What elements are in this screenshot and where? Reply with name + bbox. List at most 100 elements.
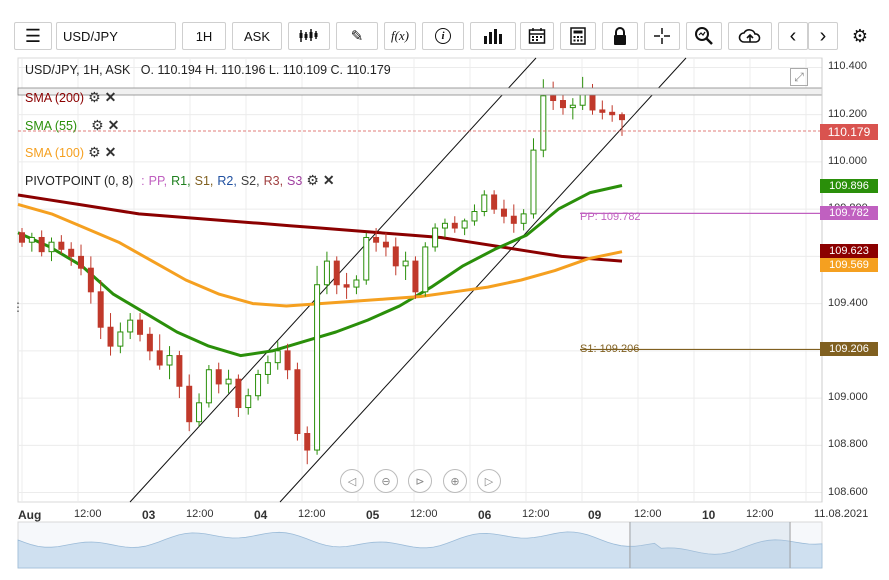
x-tick-label: 12:00	[634, 508, 662, 520]
y-tick-label: 109.000	[828, 391, 868, 404]
menu-icon: ☰	[24, 25, 42, 46]
close-icon[interactable]: ✕	[107, 117, 120, 133]
candle-body	[97, 291, 104, 328]
y-tick-label: 108.600	[828, 485, 868, 498]
volume-button[interactable]	[470, 22, 516, 50]
candle-body	[314, 284, 321, 451]
candle-body	[422, 246, 429, 293]
candle-body	[205, 369, 212, 404]
pivot-item-r1: R1,	[171, 173, 191, 188]
crosshair-button[interactable]	[644, 22, 680, 50]
gear-icon[interactable]: ⚙	[88, 89, 101, 105]
candle-body	[186, 385, 193, 423]
candle-body	[28, 236, 35, 243]
price-label: 109.623	[820, 243, 878, 258]
y-tick-label: 110.400	[828, 60, 867, 73]
chart-grid	[18, 58, 822, 502]
candle-body	[491, 194, 498, 210]
candle-body	[166, 355, 173, 366]
function-icon: f(x)	[390, 28, 410, 43]
candle-body	[520, 213, 527, 224]
nav-left-button[interactable]: ◁	[340, 469, 364, 493]
pivot-item-s3: S3	[287, 173, 303, 188]
candle-body	[343, 284, 350, 288]
candle-body	[225, 378, 232, 385]
price-type-button[interactable]: ASK	[232, 22, 282, 50]
nav-right-button[interactable]: ▷	[477, 469, 501, 493]
pivot-item-r3: R3,	[263, 173, 284, 188]
x-tick-label: 12:00	[522, 508, 550, 520]
toolbar: ☰ USD/JPY 1H ASK ✎ f(x) i ‹ ›	[0, 18, 889, 56]
price-label: 109.206	[820, 342, 878, 357]
function-button[interactable]: f(x)	[384, 22, 416, 50]
nav-right-icon: ▷	[484, 475, 494, 488]
calculator-button[interactable]	[560, 22, 596, 50]
candle-body	[333, 260, 340, 286]
indicator-label: SMA (100)	[25, 145, 85, 160]
candle-body	[412, 260, 419, 293]
candle-body	[392, 246, 399, 267]
pivot-separator: :	[141, 173, 145, 188]
indicator-label: PIVOTPOINT (0, 8)	[25, 173, 134, 188]
gear-icon[interactable]: ⚙	[88, 144, 101, 160]
candle-body	[294, 369, 301, 435]
chevron-left-icon: ‹	[789, 25, 797, 47]
navigator-window[interactable]	[630, 522, 790, 568]
timeframe-button[interactable]: 1H	[182, 22, 226, 50]
prev-button[interactable]: ‹	[778, 22, 808, 50]
candle-body	[38, 236, 45, 253]
gear-icon[interactable]: ⚙	[306, 172, 319, 188]
crosshair-icon	[654, 28, 670, 44]
x-tick-label: 03	[142, 508, 156, 522]
candle-body	[471, 211, 478, 222]
candle-body	[510, 215, 517, 224]
candle-body	[274, 350, 281, 364]
zoom-out-icon: ⊖	[381, 475, 391, 488]
candle-body	[540, 95, 547, 151]
fit-button[interactable]: ⊳	[408, 469, 432, 493]
price-label: 109.569	[820, 257, 878, 272]
calendar-button[interactable]	[520, 22, 554, 50]
close-icon[interactable]: ✕	[104, 144, 117, 160]
cloud-icon	[738, 29, 761, 43]
candle-body	[550, 95, 557, 102]
zoom-button[interactable]	[686, 22, 722, 50]
zoom-in-button[interactable]: ⊕	[443, 469, 467, 493]
candle-body	[245, 395, 252, 409]
pivot-lines	[580, 212, 822, 351]
menu-button[interactable]: ☰	[14, 22, 52, 50]
symbol-selector[interactable]: USD/JPY	[56, 22, 176, 50]
close-icon[interactable]: ✕	[322, 172, 335, 188]
candle-body	[304, 433, 311, 451]
next-button[interactable]: ›	[808, 22, 838, 50]
draw-button[interactable]: ✎	[336, 22, 378, 50]
drag-handle[interactable]: ⋮	[12, 300, 24, 314]
price-label: 109.896	[820, 179, 878, 194]
info-button[interactable]: i	[422, 22, 464, 50]
zoom-in-icon: ⊕	[450, 475, 460, 488]
candle-body	[323, 260, 330, 286]
timeframe-label: 1H	[195, 28, 213, 44]
candle-body	[235, 378, 242, 409]
candle-body	[559, 100, 566, 109]
gear-icon[interactable]: ⚙	[91, 117, 104, 133]
close-icon[interactable]: ✕	[104, 89, 117, 105]
ohlc-readout: O. 110.194 H. 110.196 L. 110.109 C. 110.…	[140, 63, 391, 77]
maximize-icon[interactable]: ⤢	[790, 68, 808, 86]
candle-body	[215, 369, 222, 385]
candles-icon	[299, 29, 318, 42]
chart-type-button[interactable]	[288, 22, 330, 50]
candle-body	[481, 194, 488, 213]
cloud-button[interactable]	[728, 22, 772, 50]
candle-body	[87, 267, 94, 293]
candles	[19, 76, 625, 465]
candle-body	[146, 333, 153, 352]
x-tick-label: 12:00	[74, 508, 102, 520]
candle-body	[78, 255, 85, 269]
x-tick-label: 12:00	[298, 508, 326, 520]
zoom-out-button[interactable]: ⊖	[374, 469, 398, 493]
settings-button[interactable]: ⚙	[844, 22, 876, 50]
candle-body	[255, 373, 262, 397]
lock-button[interactable]	[602, 22, 638, 50]
